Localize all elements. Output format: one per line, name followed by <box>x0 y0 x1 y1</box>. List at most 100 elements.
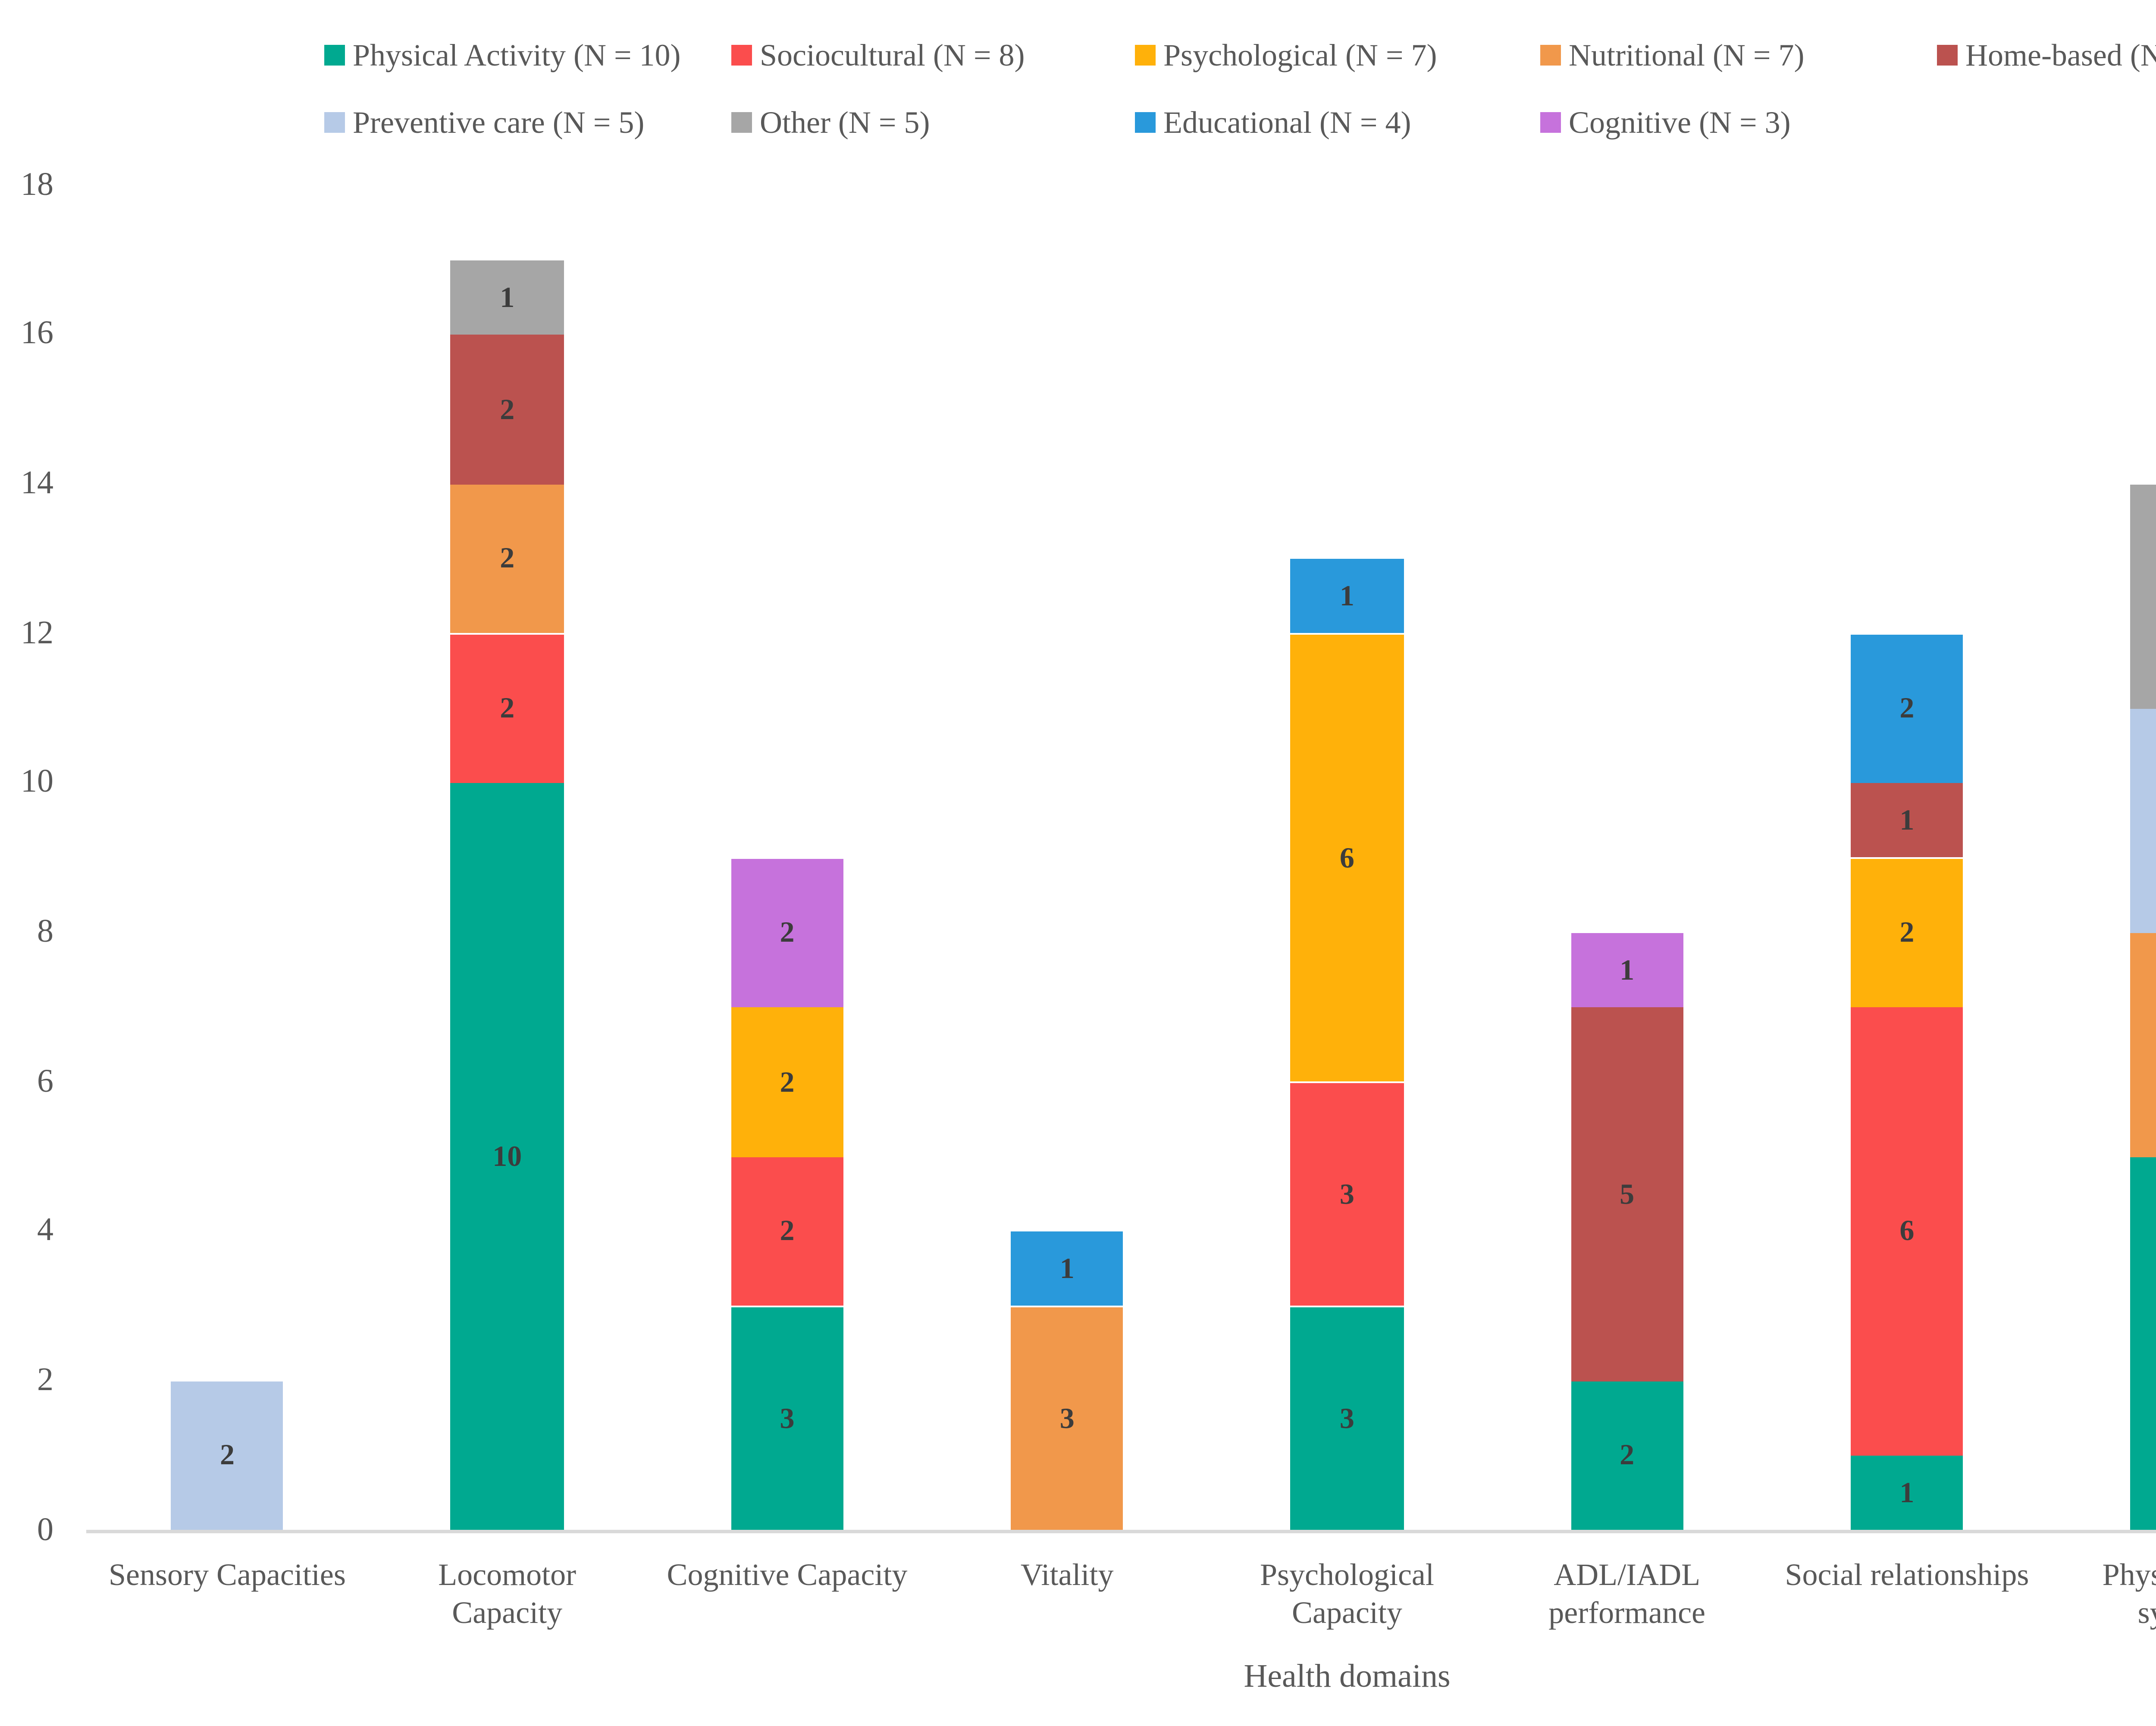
legend-item-label: Educational (N = 4) <box>1163 104 1411 139</box>
bar-segment <box>1851 1007 1963 1456</box>
bar-segment <box>1291 634 1404 1082</box>
bar-segment <box>1570 1007 1683 1381</box>
x-axis-category-label: Psychological Capacity <box>1260 1557 1434 1629</box>
bar-segment <box>1851 634 1963 783</box>
bar-value-label: 6 <box>1339 841 1354 874</box>
legend-swatch-icon <box>1540 45 1560 65</box>
legend-item: Other (N = 5) <box>731 104 930 139</box>
legend-item: Cognitive (N = 3) <box>1540 104 1791 139</box>
bar-value-label: 1 <box>1899 803 1915 836</box>
legend-item: Preventive care (N = 5) <box>324 104 645 139</box>
bar-segment <box>451 634 564 783</box>
bar-value-label: 2 <box>500 392 515 425</box>
bar-value-label: 2 <box>780 1065 795 1098</box>
bar-value-label: 3 <box>2131 803 2156 838</box>
legend-item: Home-based (N = 5) <box>1937 37 2156 72</box>
x-axis-baseline <box>86 1529 2156 1533</box>
bar-segment <box>1291 1306 1404 1531</box>
bar-value-label: 2 <box>500 542 515 575</box>
bar-segment <box>1570 1381 1683 1531</box>
bar-value-label: 1 <box>1059 1252 1075 1285</box>
bar-value-label: 1 <box>1899 1476 1915 1509</box>
x-axis-category-label: ADL/IADL performance <box>1548 1557 1706 1629</box>
bar-segment <box>1570 933 1683 1008</box>
y-axis-tick-label: 14 <box>21 465 53 502</box>
bar-value-label: 3 <box>780 1401 795 1434</box>
legend-swatch-icon <box>1135 45 1155 65</box>
x-axis-title: Health domains <box>1244 1659 1451 1695</box>
bar-segment <box>731 858 843 1008</box>
bar-segment <box>731 1306 843 1531</box>
x-axis-category-label: Locomotor Capacity <box>438 1557 577 1629</box>
bar-value-label: 3 <box>1339 1177 1354 1210</box>
x-axis-category-label: Physiological systems <box>2102 1557 2156 1629</box>
bar-value-label: 10 <box>492 1140 522 1173</box>
bar-value-label: 1 <box>1620 953 1635 986</box>
bar-segment <box>171 1381 284 1531</box>
y-axis-tick-label: 2 <box>37 1362 53 1399</box>
legend-item: Sociocultural (N = 8) <box>731 37 1025 72</box>
legend-swatch-icon <box>324 45 344 65</box>
bar-segment <box>1291 559 1404 634</box>
y-axis-tick-label: 16 <box>21 316 53 352</box>
bar-segment <box>1851 858 1963 1008</box>
y-axis-tick-label: 4 <box>37 1212 53 1249</box>
bar-value-label: 5 <box>2131 1327 2156 1361</box>
bar-value-label: 5 <box>1620 1177 1635 1210</box>
legend-item: Physical Activity (N = 10) <box>324 37 681 72</box>
bar-segment <box>1011 1306 1124 1531</box>
bar-value-label: 1 <box>500 280 515 313</box>
legend-swatch-icon <box>1937 45 1957 65</box>
legend-item-label: Physical Activity (N = 10) <box>353 37 681 72</box>
bar-segment <box>1011 1231 1124 1306</box>
bar-value-label: 3 <box>2131 1027 2156 1062</box>
legend-item-label: Other (N = 5) <box>760 104 930 139</box>
legend-swatch-icon <box>1135 113 1155 132</box>
x-axis-category-label: Social relationships <box>1785 1557 2029 1592</box>
y-axis-tick-label: 18 <box>21 166 53 203</box>
legend-item-label: Psychological (N = 7) <box>1163 37 1437 72</box>
y-axis-tick-label: 8 <box>37 914 53 950</box>
legend-item: Educational (N = 4) <box>1135 104 1411 139</box>
bar-segment <box>451 335 564 485</box>
y-axis-tick-label: 6 <box>37 1063 53 1100</box>
bar-value-label: 2 <box>1899 691 1915 724</box>
bar-segment <box>451 783 564 1531</box>
legend-item-label: Preventive care (N = 5) <box>353 104 645 139</box>
bar-value-label: 2 <box>780 915 795 949</box>
bar-value-label: 3 <box>1059 1401 1075 1434</box>
bar-value-label: 2 <box>219 1438 235 1472</box>
bar-value-label: 2 <box>1899 915 1915 949</box>
legend-item: Psychological (N = 7) <box>1135 37 1437 72</box>
x-axis-category-label: Cognitive Capacity <box>667 1557 908 1592</box>
y-axis-tick-label: 0 <box>37 1512 53 1548</box>
bar-value-label: 2 <box>1620 1438 1635 1472</box>
legend-swatch-icon <box>1540 113 1560 132</box>
bar-value-label: 2 <box>500 691 515 724</box>
legend-item-label: Home-based (N = 5) <box>1965 37 2156 72</box>
bar-segment <box>1851 1456 1963 1531</box>
bar-value-label: 3 <box>2131 579 2156 614</box>
bar-segment <box>2131 708 2156 933</box>
bar-segment <box>1851 783 1963 858</box>
bar-value-label: 3 <box>1339 1401 1354 1434</box>
legend: Physical Activity (N = 10) Sociocultural … <box>0 0 2156 164</box>
bar-value-label: 2 <box>780 1214 795 1247</box>
x-axis-category-label: Sensory Capacities <box>109 1557 346 1592</box>
x-axis-category-label: Vitality <box>1020 1557 1114 1592</box>
legend-item-label: Nutritional (N = 7) <box>1569 37 1805 72</box>
bar-segment <box>2131 1157 2156 1531</box>
bar-segment <box>451 484 564 634</box>
legend-item-label: Sociocultural (N = 8) <box>760 37 1025 72</box>
bar-value-label: 6 <box>1899 1214 1915 1247</box>
legend-swatch-icon <box>731 45 751 65</box>
bar-value-label: 1 <box>1339 579 1354 612</box>
bar-segment <box>731 1007 843 1157</box>
bar-segment <box>451 260 564 335</box>
bar-segment <box>1291 1082 1404 1306</box>
bar-segment <box>2131 933 2156 1157</box>
y-axis-tick-label: 12 <box>21 615 53 651</box>
